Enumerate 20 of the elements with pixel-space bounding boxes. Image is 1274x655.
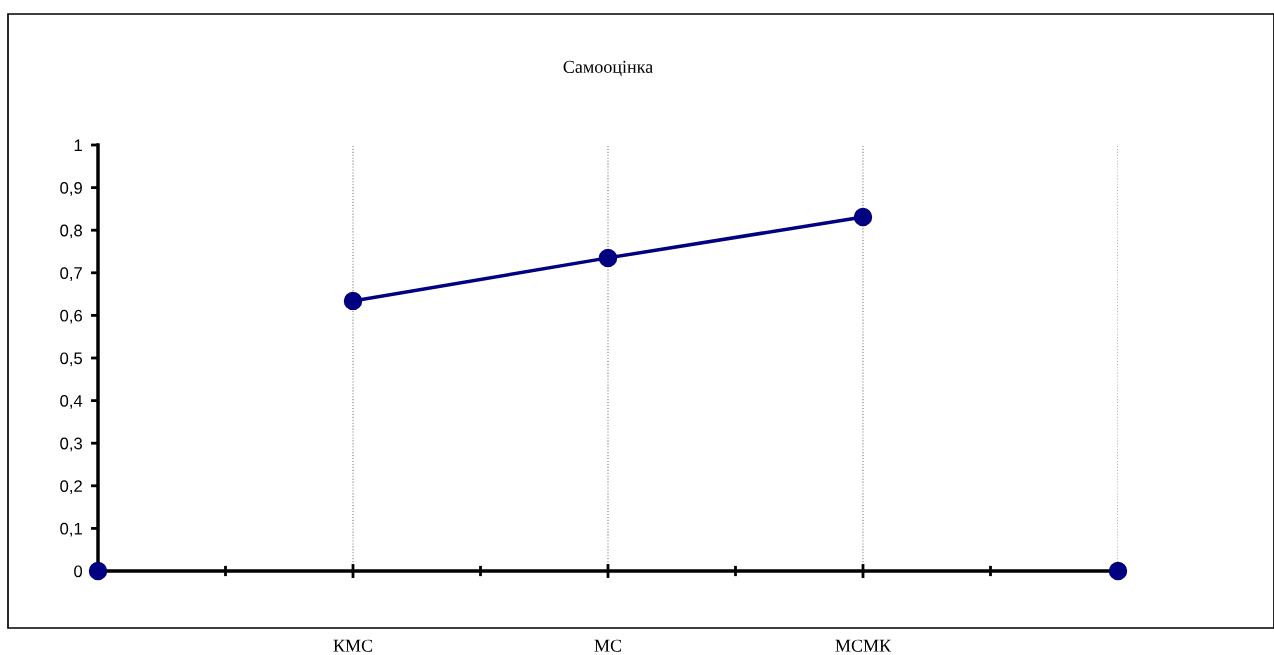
y-tick-label: 0,8 (60, 224, 82, 239)
point (1108, 561, 1128, 581)
y-tick-label: 0,1 (60, 522, 82, 537)
y-tick-label: 1 (74, 139, 82, 152)
y-tick-label: 0,3 (60, 437, 82, 452)
y-tick-label: 0,2 (60, 480, 82, 494)
y-tick-label: 0,4 (60, 395, 83, 409)
y-tick-label: 0,7 (60, 267, 82, 281)
y-tick-label: 0,6 (60, 309, 82, 324)
x-tick-label: МС (594, 639, 622, 652)
point (853, 207, 873, 227)
y-tick-label: 0 (74, 565, 83, 578)
y-tick-label: 0,9 (60, 182, 82, 196)
point (343, 291, 363, 311)
y-tick-label: 0,5 (60, 352, 83, 367)
x-tick-label: КМС (333, 639, 373, 652)
point (88, 561, 108, 581)
x-tick-label: МСМК (835, 639, 892, 652)
chart-title: Самооцінка (563, 60, 653, 77)
point (598, 248, 618, 268)
